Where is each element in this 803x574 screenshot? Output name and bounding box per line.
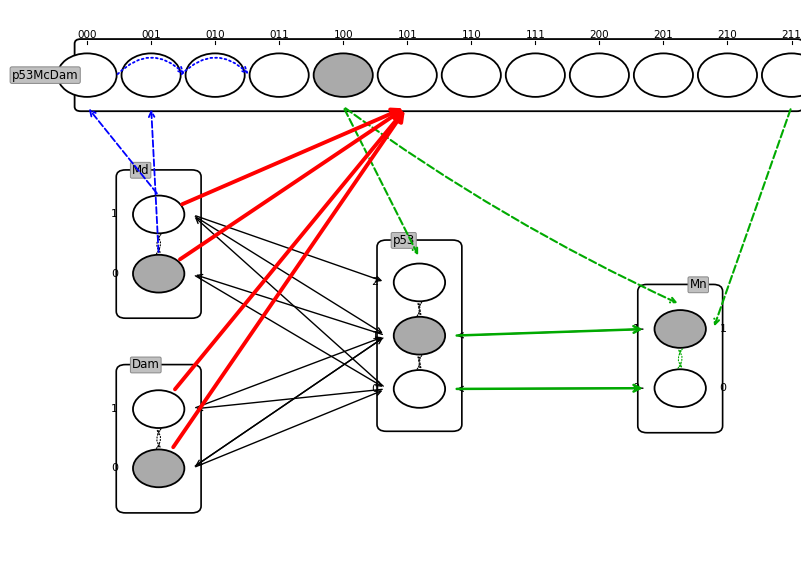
FancyBboxPatch shape — [116, 364, 201, 513]
Text: p53McDam: p53McDam — [12, 69, 79, 82]
FancyArrowPatch shape — [677, 349, 682, 367]
FancyArrowPatch shape — [157, 430, 161, 448]
Circle shape — [505, 53, 565, 97]
FancyArrowPatch shape — [417, 356, 422, 369]
FancyArrowPatch shape — [198, 389, 381, 410]
FancyBboxPatch shape — [116, 170, 201, 318]
FancyArrowPatch shape — [344, 109, 417, 253]
Text: 0: 0 — [111, 269, 118, 278]
Text: 0: 0 — [631, 383, 638, 393]
Circle shape — [697, 53, 756, 97]
Text: 1: 1 — [371, 331, 378, 341]
Text: 111: 111 — [524, 30, 544, 40]
Text: 010: 010 — [205, 30, 225, 40]
FancyArrowPatch shape — [456, 385, 639, 391]
FancyArrowPatch shape — [713, 109, 789, 324]
Text: 0: 0 — [371, 384, 378, 394]
Text: 201: 201 — [653, 30, 672, 40]
Text: 011: 011 — [269, 30, 289, 40]
Text: 101: 101 — [397, 30, 417, 40]
Text: Md: Md — [132, 164, 149, 177]
FancyArrowPatch shape — [195, 216, 381, 281]
Text: 210: 210 — [717, 30, 736, 40]
FancyArrowPatch shape — [195, 276, 381, 386]
Text: 1: 1 — [719, 324, 726, 334]
Circle shape — [121, 53, 181, 97]
FancyArrowPatch shape — [197, 274, 382, 335]
FancyArrowPatch shape — [458, 329, 642, 338]
FancyArrowPatch shape — [175, 113, 402, 389]
Circle shape — [393, 370, 445, 408]
Circle shape — [393, 263, 445, 301]
Text: 110: 110 — [461, 30, 480, 40]
Text: 2: 2 — [371, 277, 378, 288]
FancyArrowPatch shape — [195, 216, 381, 333]
Circle shape — [132, 196, 184, 234]
Text: Mn: Mn — [688, 278, 706, 291]
Text: 0: 0 — [111, 463, 118, 474]
Text: 001: 001 — [141, 30, 161, 40]
Text: 000: 000 — [77, 30, 96, 40]
Text: Dam: Dam — [132, 358, 160, 371]
FancyArrowPatch shape — [173, 114, 402, 447]
Circle shape — [654, 369, 705, 407]
FancyBboxPatch shape — [637, 285, 722, 433]
Circle shape — [569, 53, 628, 97]
Text: 1: 1 — [111, 210, 118, 219]
FancyArrowPatch shape — [182, 110, 399, 204]
FancyArrowPatch shape — [180, 111, 400, 259]
Text: 100: 100 — [333, 30, 353, 40]
FancyArrowPatch shape — [417, 356, 421, 368]
Circle shape — [441, 53, 500, 97]
Circle shape — [185, 53, 244, 97]
Text: 1: 1 — [111, 404, 118, 414]
FancyArrowPatch shape — [149, 111, 158, 252]
Circle shape — [761, 53, 803, 97]
Circle shape — [313, 53, 373, 97]
FancyArrowPatch shape — [677, 350, 682, 369]
Circle shape — [132, 390, 184, 428]
FancyArrowPatch shape — [195, 337, 381, 408]
FancyArrowPatch shape — [196, 338, 382, 465]
Circle shape — [132, 255, 184, 293]
FancyArrowPatch shape — [156, 234, 161, 253]
Text: 0: 0 — [719, 383, 726, 393]
FancyArrowPatch shape — [195, 339, 381, 466]
FancyArrowPatch shape — [90, 110, 157, 193]
Text: 1: 1 — [631, 324, 638, 334]
Circle shape — [57, 53, 116, 97]
Circle shape — [249, 53, 308, 97]
Text: 200: 200 — [589, 30, 609, 40]
Circle shape — [393, 317, 445, 355]
FancyArrowPatch shape — [345, 108, 675, 302]
Circle shape — [132, 449, 184, 487]
FancyArrowPatch shape — [417, 302, 421, 315]
FancyArrowPatch shape — [458, 386, 642, 391]
FancyBboxPatch shape — [75, 39, 802, 111]
FancyArrowPatch shape — [195, 391, 381, 467]
Text: 211: 211 — [781, 30, 801, 40]
FancyArrowPatch shape — [157, 235, 161, 254]
FancyArrowPatch shape — [196, 218, 383, 386]
FancyArrowPatch shape — [156, 429, 161, 447]
Text: p53: p53 — [392, 234, 414, 247]
Circle shape — [654, 310, 705, 348]
FancyArrowPatch shape — [117, 57, 183, 74]
Circle shape — [633, 53, 692, 97]
FancyArrowPatch shape — [181, 57, 247, 74]
FancyArrowPatch shape — [417, 304, 422, 316]
FancyArrowPatch shape — [456, 326, 639, 336]
Circle shape — [377, 53, 436, 97]
FancyBboxPatch shape — [377, 240, 461, 431]
